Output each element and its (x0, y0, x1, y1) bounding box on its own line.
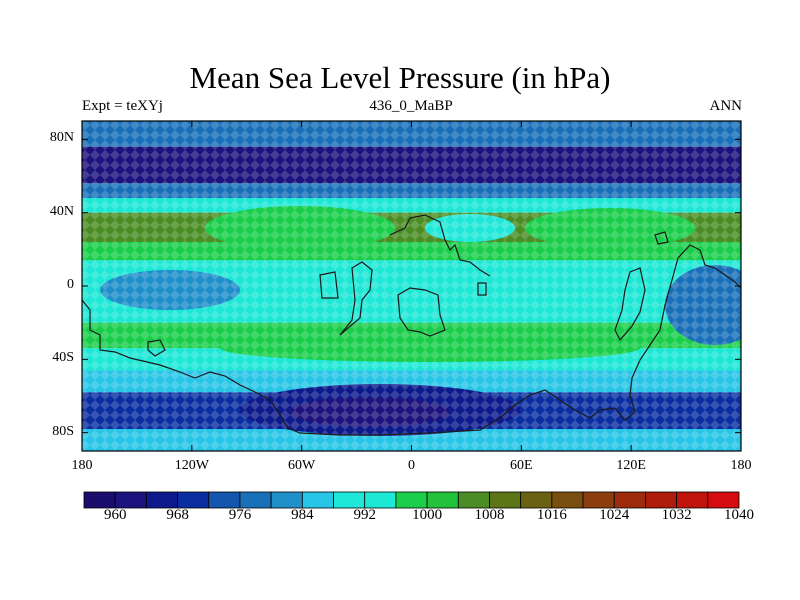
lon-tick-label: 120W (174, 458, 209, 473)
pressure-field (82, 121, 741, 451)
lat-tick-label: 80S (52, 423, 74, 439)
lat-tick-label: 0 (67, 277, 74, 292)
colorbar-swatch (239, 491, 272, 509)
colorbar-label: 1000 (412, 507, 443, 523)
coastline-equatorial-island (397, 287, 446, 337)
lon-tick-label: 180 (71, 458, 93, 473)
colorbar-swatch (208, 491, 241, 509)
map-title: Mean Sea Level Pressure (in hPa) (189, 60, 611, 95)
coastline-western-island (339, 261, 373, 336)
colorbar-label: 976 (228, 507, 252, 523)
experiment-label: Expt = teXYj (82, 98, 163, 114)
lon-tick-label: 0 (408, 458, 415, 473)
colorbar-swatch (676, 491, 709, 509)
coastline-southwest-island (147, 339, 166, 357)
lon-tick-label: 180 (730, 458, 752, 473)
colorbar-swatch (426, 491, 459, 509)
colorbar-swatch (613, 491, 646, 509)
coastline-main (82, 244, 741, 436)
lat-tick-label: 40S (52, 350, 74, 366)
colorbar (83, 491, 740, 509)
coastline-north-island (389, 214, 491, 277)
continent-outlines (82, 214, 741, 436)
lat-tick-label: 40N (49, 203, 74, 219)
colorbar-swatch (645, 491, 678, 509)
colorbar-swatch (114, 491, 147, 509)
colorbar-swatch (333, 491, 366, 509)
colorbar-swatch (489, 491, 522, 509)
colorbar-swatch (457, 491, 490, 509)
period-label: 436_0_MaBP (369, 98, 453, 114)
colorbar-label: 984 (291, 507, 314, 523)
colorbar-swatch (177, 491, 210, 509)
colorbar-swatch (83, 491, 116, 509)
colorbar-label: 960 (103, 507, 127, 523)
colorbar-label: 1016 (536, 507, 567, 523)
colorbar-swatch (582, 491, 615, 509)
colorbar-label: 1040 (724, 507, 754, 523)
lat-tick-label: 80N (49, 130, 74, 146)
lon-tick-label: 60W (288, 458, 316, 473)
contour-hatching (82, 121, 741, 451)
axis-ticks (81, 121, 742, 451)
colorbar-label: 1032 (661, 507, 692, 523)
colorbar-swatch (301, 491, 334, 509)
colorbar-swatch (520, 491, 553, 509)
colorbar-swatch (707, 491, 740, 509)
colorbar-swatch (270, 491, 303, 509)
colorbar-swatch (364, 491, 397, 509)
lon-tick-label: 120E (616, 458, 646, 473)
colorbar-label: 968 (166, 507, 189, 523)
colorbar-label: 992 (353, 507, 376, 523)
coastline-eastern-island (614, 267, 646, 342)
colorbar-swatch (395, 491, 428, 509)
season-label: ANN (709, 98, 743, 114)
coastline-central-island (319, 271, 339, 299)
coastline-small-island (477, 282, 487, 296)
colorbar-label: 1024 (599, 507, 630, 523)
lon-tick-label: 60E (510, 458, 533, 473)
colorbar-swatch (551, 491, 584, 509)
coastline-northeast-island (654, 231, 669, 245)
colorbar-label: 1008 (474, 507, 505, 523)
colorbar-swatch (145, 491, 178, 509)
